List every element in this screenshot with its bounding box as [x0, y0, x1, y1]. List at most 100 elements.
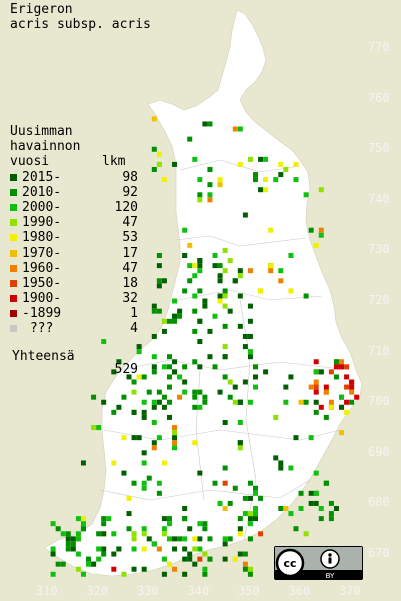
observation-square	[268, 227, 274, 233]
observation-square	[298, 399, 304, 405]
observation-square	[318, 506, 324, 511]
observation-square	[141, 414, 147, 420]
observation-squares	[50, 116, 360, 577]
observation-square	[197, 318, 203, 324]
y-tick-label: 740	[368, 191, 390, 206]
observation-square	[172, 298, 178, 304]
observation-square	[328, 399, 334, 405]
observation-square	[151, 303, 157, 309]
observation-square	[172, 445, 178, 451]
observation-square	[308, 490, 314, 496]
legend-swatch	[10, 325, 17, 332]
observation-square	[101, 516, 107, 522]
observation-square	[308, 435, 314, 441]
observation-square	[197, 404, 203, 410]
legend-count: 47	[122, 260, 138, 276]
observation-square	[161, 177, 167, 183]
observation-square	[65, 541, 71, 547]
observation-square	[313, 389, 319, 395]
x-tick-label: 330	[137, 584, 159, 598]
observation-square	[101, 521, 107, 527]
legend-swatch	[10, 294, 17, 302]
observation-square	[91, 561, 97, 567]
observation-square	[339, 404, 345, 410]
observation-square	[232, 384, 238, 390]
legend-swatch	[10, 234, 17, 242]
observation-square	[247, 156, 253, 162]
observation-square	[344, 364, 350, 370]
legend-heading-line2: havainnon	[10, 139, 81, 154]
observation-square	[161, 318, 167, 324]
legend-swatch	[10, 279, 17, 287]
observation-square	[187, 551, 193, 557]
observation-square	[202, 566, 208, 572]
observation-square	[247, 521, 253, 527]
observation-square	[293, 177, 299, 183]
observation-square	[333, 359, 339, 365]
observation-square	[303, 293, 309, 299]
observation-square	[131, 531, 137, 537]
observation-square	[70, 536, 76, 542]
observation-square	[116, 359, 122, 365]
x-tick-label: 310	[36, 584, 58, 598]
observation-square	[111, 460, 117, 466]
observation-square	[247, 536, 253, 542]
observation-square	[146, 389, 152, 395]
observation-square	[202, 121, 208, 127]
observation-square	[237, 526, 243, 532]
legend-heading-count: lkm	[102, 154, 126, 169]
observation-square	[192, 328, 198, 334]
observation-square	[197, 389, 203, 395]
observation-square	[111, 369, 117, 375]
legend-total: Yhteensä 529	[10, 337, 138, 376]
observation-square	[111, 531, 117, 537]
observation-square	[217, 389, 223, 395]
observation-square	[121, 470, 127, 476]
observation-square	[253, 177, 258, 183]
observation-square	[192, 359, 198, 365]
observation-square	[227, 394, 233, 400]
observation-square	[75, 566, 81, 572]
legend-count: 32	[122, 290, 138, 306]
observation-square	[197, 546, 203, 552]
observation-square	[242, 511, 248, 517]
observation-square	[222, 536, 228, 542]
observation-square	[288, 253, 294, 258]
legend-label: 2010-	[22, 185, 62, 201]
license-text: BY	[326, 572, 335, 580]
observation-square	[187, 526, 193, 532]
observation-square	[161, 460, 167, 466]
y-tick-label: 770	[368, 40, 390, 54]
observation-square	[151, 354, 157, 360]
observation-square	[141, 450, 147, 456]
observation-square	[242, 566, 248, 572]
observation-square	[344, 409, 350, 415]
legend-label: 1990-	[22, 215, 62, 231]
observation-square	[333, 506, 339, 511]
y-tick-label: 730	[368, 242, 390, 257]
observation-square	[273, 414, 279, 420]
observation-square	[141, 546, 147, 552]
observation-square	[318, 227, 324, 233]
observation-square	[80, 571, 86, 577]
observation-square	[172, 369, 178, 375]
observation-square	[50, 521, 56, 527]
observation-square	[192, 561, 198, 567]
observation-square	[328, 404, 334, 410]
x-tick-label: 370	[339, 584, 361, 598]
observation-square	[227, 258, 233, 264]
observation-square	[227, 308, 233, 314]
observation-square	[293, 161, 299, 167]
observation-square	[161, 364, 167, 370]
observation-square	[308, 227, 314, 233]
observation-square	[187, 556, 193, 562]
observation-square	[247, 495, 253, 501]
observation-square	[80, 460, 86, 466]
observation-square	[116, 546, 122, 552]
observation-square	[339, 394, 345, 400]
observation-square	[136, 344, 142, 350]
observation-square	[197, 536, 203, 542]
observation-square	[308, 384, 314, 390]
observation-square	[273, 455, 279, 461]
